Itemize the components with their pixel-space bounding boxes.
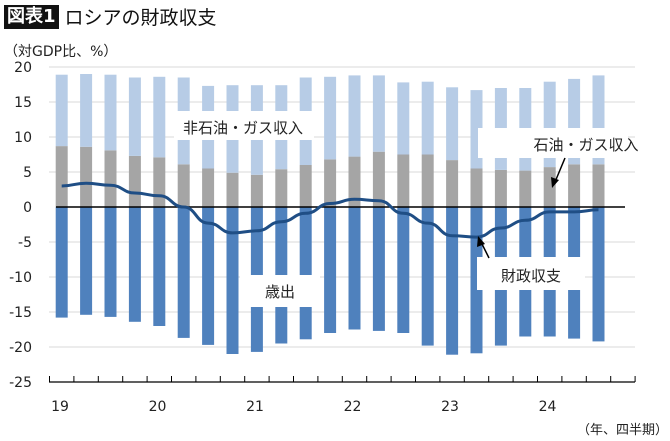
bar-expenditure [177,207,190,338]
bar-expenditure [80,207,93,315]
annotation-background [240,275,320,307]
balance-arrow-head [477,236,485,247]
bar-expenditure [128,207,141,322]
bar-expenditure [372,207,385,331]
x-tick-label: 20 [149,399,167,415]
bar-expenditure [299,207,312,340]
y-axis-label: （対GDP比、%） [4,44,117,60]
annotation-oil-revenue: 石油・ガス収入 [533,136,638,154]
x-tick-label: 24 [539,399,557,415]
bar-expenditure [446,207,459,355]
y-tick-label: -10 [9,270,32,286]
bar-oil-gas-revenue [226,172,239,207]
bar-expenditure [421,207,434,346]
annotation-background [174,111,314,140]
bar-oil-gas-revenue [250,174,263,207]
bar-oil-gas-revenue [275,169,288,207]
bar-oil-gas-revenue [470,168,483,207]
bar-expenditure [55,207,68,318]
bar-oil-gas-revenue [372,151,385,207]
x-tick-label: 21 [246,399,264,415]
bar-expenditure [104,207,117,317]
oil-arrow [554,157,566,183]
bar-expenditure [226,207,239,354]
bar-expenditure [202,207,215,345]
chart-title: 図表1 ロシアの財政収支 [4,3,217,30]
bar-oil-gas-revenue [104,150,117,207]
x-tick-label: 23 [441,399,459,415]
bar-non-oil-gas-revenue [397,82,410,155]
bar-non-oil-gas-revenue [153,76,166,158]
y-tick-label: 10 [14,130,32,146]
figure-badge: 図表1 [4,4,59,29]
y-tick-label: 20 [14,60,32,76]
annotation-expenditure: 歳出 [265,283,295,301]
bar-oil-gas-revenue [543,167,556,207]
y-tick-label: -15 [9,305,32,321]
bar-oil-gas-revenue [153,157,166,207]
bar-non-oil-gas-revenue [446,87,459,161]
bar-oil-gas-revenue [299,165,312,207]
bar-oil-gas-revenue [568,164,581,207]
annotation-balance: 財政収支 [501,267,561,285]
bar-oil-gas-revenue [592,164,605,207]
bar-non-oil-gas-revenue [104,74,117,151]
bar-oil-gas-revenue [202,168,215,207]
annotation-background [478,128,628,158]
balance-line [61,181,599,239]
bar-expenditure [397,207,410,333]
bar-expenditure [324,207,337,333]
bar-oil-gas-revenue [446,160,459,207]
bar-expenditure [348,207,361,330]
bar-oil-gas-revenue [494,169,507,207]
bar-oil-gas-revenue [128,155,141,207]
x-tick-label: 19 [51,399,69,415]
bar-non-oil-gas-revenue [80,74,93,147]
bar-oil-gas-revenue [348,156,361,207]
bar-non-oil-gas-revenue [55,74,68,147]
bar-oil-gas-revenue [324,159,337,207]
x-axis-label: （年、四半期） [577,423,668,438]
bar-non-oil-gas-revenue [324,76,337,160]
y-tick-label: -5 [18,235,32,251]
oil-arrow-head [551,177,559,188]
annotation-background [477,257,585,290]
bar-oil-gas-revenue [519,170,532,207]
y-tick-label: 5 [23,165,32,181]
x-tick-label: 22 [344,399,362,415]
bar-oil-gas-revenue [397,154,410,207]
y-tick-label: 0 [23,200,32,216]
y-tick-label: -25 [9,375,32,391]
title-text: ロシアの財政収支 [64,7,217,29]
bar-expenditure [592,207,605,342]
bar-non-oil-gas-revenue [128,77,141,156]
bar-non-oil-gas-revenue [372,75,385,152]
y-tick-label: 15 [14,95,32,111]
bar-oil-gas-revenue [177,164,190,207]
y-tick-label: -20 [9,340,32,356]
bar-oil-gas-revenue [80,146,93,207]
annotation-non-oil-revenue: 非石油・ガス収入 [183,119,303,137]
bar-non-oil-gas-revenue [348,75,361,157]
bar-non-oil-gas-revenue [421,81,434,155]
bar-expenditure [153,207,166,326]
bar-oil-gas-revenue [55,146,68,207]
bar-oil-gas-revenue [421,154,434,207]
